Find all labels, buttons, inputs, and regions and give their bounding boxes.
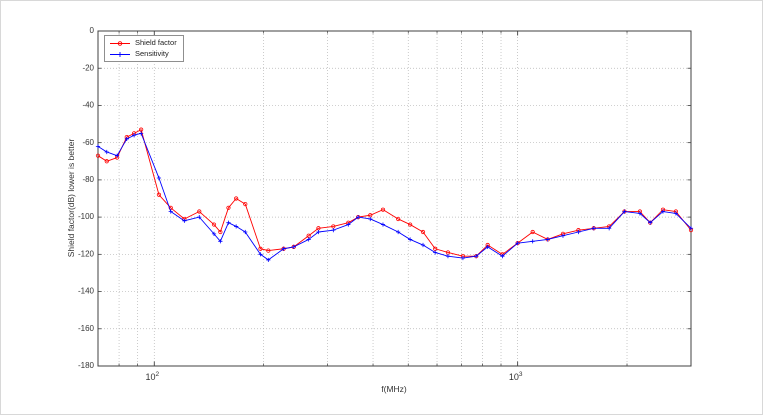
series-shield-factor <box>95 127 694 259</box>
legend-marker-sensitivity-icon <box>110 51 130 57</box>
svg-text:103: 103 <box>509 371 523 382</box>
svg-text:-40: -40 <box>82 101 94 110</box>
tick-labels: 0 -20 -40 -60 -80 -100 -120 -140 -160 -180 102 103 <box>78 26 523 382</box>
grid <box>98 30 691 367</box>
svg-text:-60: -60 <box>82 138 94 147</box>
svg-text:-160: -160 <box>78 324 95 333</box>
y-axis-label: Shield factor(dB) lower is better <box>66 138 76 258</box>
svg-text:102: 102 <box>145 371 159 382</box>
legend-item-sensitivity: Sensitivity <box>109 49 177 59</box>
svg-text:-100: -100 <box>78 212 95 221</box>
legend: Shield factor Sensitivity <box>104 35 184 62</box>
legend-label-shield-factor: Shield factor <box>135 38 177 47</box>
svg-text:-20: -20 <box>82 63 94 72</box>
svg-text:-120: -120 <box>78 249 95 258</box>
svg-text:0: 0 <box>90 26 95 35</box>
axes <box>97 30 692 367</box>
legend-label-sensitivity: Sensitivity <box>135 49 169 58</box>
series <box>95 127 694 263</box>
x-axis-label: f(MHz) <box>381 384 407 394</box>
svg-text:-80: -80 <box>82 175 94 184</box>
svg-text:-140: -140 <box>78 287 95 296</box>
svg-text:-180: -180 <box>78 361 95 370</box>
legend-marker-shield-factor-icon <box>110 40 130 46</box>
series-sensitivity <box>95 131 694 263</box>
legend-item-shield-factor: Shield factor <box>109 38 177 48</box>
